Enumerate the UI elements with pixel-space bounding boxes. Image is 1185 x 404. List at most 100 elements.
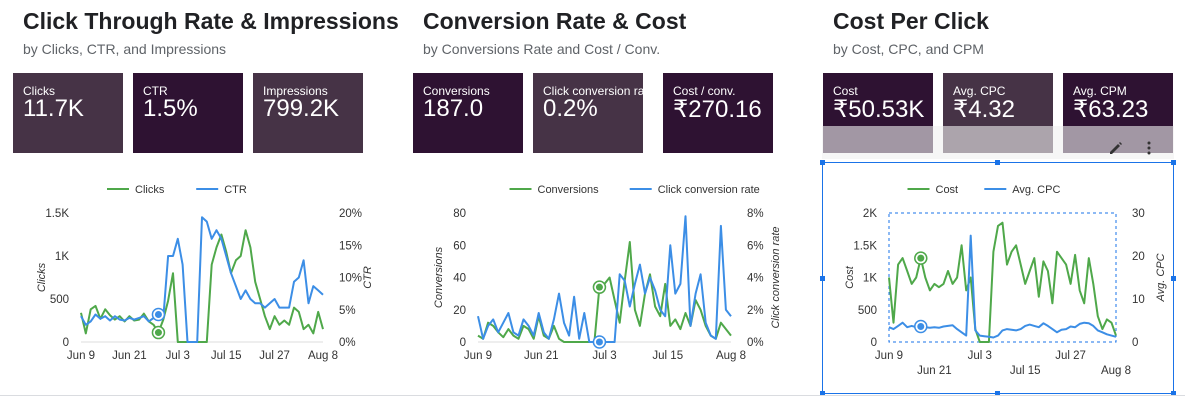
legend-label: Conversions bbox=[538, 184, 600, 196]
x-tick-label: Jul 3 bbox=[968, 350, 992, 362]
section-subtitle: by Clicks, CTR, and Impressions bbox=[23, 41, 227, 57]
y2-tick-label: 15% bbox=[339, 240, 362, 252]
scorecard-label: Cost / conv. bbox=[673, 84, 736, 98]
y2-tick-label: 20% bbox=[339, 208, 362, 220]
hover-marker-dot bbox=[917, 323, 925, 331]
legend-label: CTR bbox=[224, 184, 247, 196]
page-divider bbox=[0, 395, 1185, 396]
x-tick-label: Jul 3 bbox=[592, 350, 616, 362]
scorecard-ctr[interactable]: CTR 1.5% bbox=[133, 73, 243, 153]
y-tick-label: 2K bbox=[863, 208, 877, 220]
section-conversion-cost: Conversion Rate & Cost by Conversions Ra… bbox=[413, 0, 813, 404]
resize-handle[interactable] bbox=[995, 160, 1000, 165]
y-tick-label: 500 bbox=[50, 294, 69, 306]
x-tick-label: Jun 9 bbox=[875, 350, 903, 362]
y-tick-label: 20 bbox=[453, 305, 466, 317]
resize-handle[interactable] bbox=[1171, 160, 1176, 165]
scorecard-label: CTR bbox=[143, 84, 168, 98]
resize-handle[interactable] bbox=[820, 160, 825, 165]
series-line-ctr bbox=[80, 216, 324, 343]
scorecard-conversions[interactable]: Conversions 187.0 bbox=[413, 73, 523, 153]
y-tick-label: 1.5K bbox=[45, 208, 69, 220]
legend-label: Avg. CPC bbox=[1012, 184, 1060, 196]
y-axis-title: Clicks bbox=[36, 262, 48, 292]
x-tick-label: Jun 9 bbox=[67, 350, 95, 362]
series-line-conversions bbox=[477, 241, 732, 343]
series-line-cost bbox=[888, 221, 1117, 343]
x-tick-label: Jun 21 bbox=[917, 365, 952, 377]
scorecard-click-conversion-rate[interactable]: Click conversion rate 0.2% bbox=[533, 73, 643, 153]
chart-selection-frame[interactable] bbox=[822, 162, 1174, 394]
section-title: Conversion Rate & Cost bbox=[423, 8, 687, 34]
y2-tick-label: 2% bbox=[747, 305, 764, 317]
y-tick-label: 0 bbox=[63, 337, 69, 349]
x-tick-label: Aug 8 bbox=[308, 350, 338, 362]
x-tick-label: Jul 15 bbox=[211, 350, 242, 362]
hover-marker-dot bbox=[154, 329, 162, 337]
scorecard-impressions[interactable]: Impressions 799.2K bbox=[253, 73, 363, 153]
resize-handle[interactable] bbox=[820, 276, 825, 281]
section-subtitle: by Cost, CPC, and CPM bbox=[833, 41, 984, 57]
hover-marker-dot bbox=[917, 254, 925, 262]
pencil-icon[interactable] bbox=[1108, 140, 1124, 159]
y2-tick-label: 20 bbox=[1132, 251, 1145, 263]
scorecard-value: ₹63.23 bbox=[1073, 96, 1149, 123]
scorecard-label: Avg. CPM bbox=[1073, 84, 1127, 98]
legend-label: Click conversion rate bbox=[658, 184, 760, 196]
chart-svg: Clicks CTR 0 500 1K 1.5K 0% 5% 10% 15% 20% Jun 9 Jun… bbox=[36, 184, 374, 362]
section-title: Cost Per Click bbox=[833, 8, 989, 34]
section-cost-per-click: Cost Per Click by Cost, CPC, and CPM Cos… bbox=[823, 0, 1185, 404]
scorecard-value: 0.2% bbox=[543, 95, 598, 122]
resize-handle[interactable] bbox=[820, 391, 825, 396]
legend-label: Cost bbox=[936, 184, 959, 196]
scorecard-value: 11.7K bbox=[23, 95, 84, 122]
y-axis-title: Conversions bbox=[433, 246, 445, 308]
series-line-click-conversion-rate bbox=[477, 215, 732, 343]
scorecard-label: Avg. CPC bbox=[953, 84, 1006, 98]
resize-handle[interactable] bbox=[1171, 276, 1176, 281]
more-vert-icon[interactable] bbox=[1144, 140, 1154, 159]
x-tick-label: Jun 9 bbox=[464, 350, 492, 362]
x-tick-label: Jul 27 bbox=[1055, 350, 1086, 362]
y-tick-label: 1K bbox=[863, 273, 877, 285]
resize-handle[interactable] bbox=[995, 391, 1000, 396]
y2-tick-label: 5% bbox=[339, 305, 356, 317]
hover-marker-dot bbox=[595, 283, 603, 291]
y-tick-label: 0 bbox=[871, 337, 877, 349]
scorecard-cost-per-conv[interactable]: Cost / conv. ₹270.16 bbox=[663, 73, 773, 153]
y2-tick-label: 10 bbox=[1132, 294, 1145, 306]
y2-axis-title: Click conversion rate bbox=[770, 226, 782, 328]
y2-tick-label: 30 bbox=[1132, 208, 1145, 220]
x-tick-label: Jul 15 bbox=[1010, 365, 1041, 377]
x-tick-label: Jul 3 bbox=[166, 350, 190, 362]
x-tick-label: Jun 21 bbox=[112, 350, 147, 362]
scorecard-value: 1.5% bbox=[143, 95, 198, 122]
y-axis-title: Cost bbox=[844, 265, 856, 289]
y2-axis-title: Avg. CPC bbox=[1155, 253, 1167, 302]
scorecard-value: 799.2K bbox=[263, 95, 340, 122]
section-ctr-impressions: Click Through Rate & Impressions by Clic… bbox=[13, 0, 413, 404]
scorecard-label: Cost bbox=[833, 84, 858, 98]
legend-label: Clicks bbox=[135, 184, 165, 196]
hover-marker-dot bbox=[595, 338, 603, 346]
scorecard-label: Clicks bbox=[23, 84, 55, 98]
y2-tick-label: 10% bbox=[339, 273, 362, 285]
scorecard-value: ₹4.32 bbox=[953, 96, 1015, 123]
chart-svg: Conversions Click conversion rate 0 20 40 60 8… bbox=[433, 184, 782, 362]
resize-handle[interactable] bbox=[1171, 391, 1176, 396]
clicks-ctr-chart[interactable]: Clicks CTR 0 500 1K 1.5K 0% 5% 10% 15% 20% Jun 9 Jun… bbox=[13, 175, 413, 395]
chart-toolbar bbox=[822, 126, 1174, 159]
x-tick-label: Jul 27 bbox=[259, 350, 290, 362]
conversions-rate-chart[interactable]: Conversions Click conversion rate 0 20 40 60 8… bbox=[413, 175, 813, 395]
y-tick-label: 60 bbox=[453, 240, 466, 252]
scorecard-clicks[interactable]: Clicks 11.7K bbox=[13, 73, 123, 153]
x-tick-label: Aug 8 bbox=[1101, 365, 1131, 377]
y-tick-label: 500 bbox=[858, 305, 877, 317]
hover-marker-dot bbox=[154, 310, 162, 318]
y-tick-label: 80 bbox=[453, 208, 466, 220]
y2-tick-label: 0 bbox=[1132, 337, 1138, 349]
y2-tick-label: 4% bbox=[747, 273, 764, 285]
cost-cpc-chart[interactable]: Cost Avg. CPC 0 500 1K 1.5K 2K 0 10 20 30 Jun 9 Jun … bbox=[823, 175, 1185, 395]
y-tick-label: 1K bbox=[55, 251, 69, 263]
y2-tick-label: 0% bbox=[747, 337, 764, 349]
